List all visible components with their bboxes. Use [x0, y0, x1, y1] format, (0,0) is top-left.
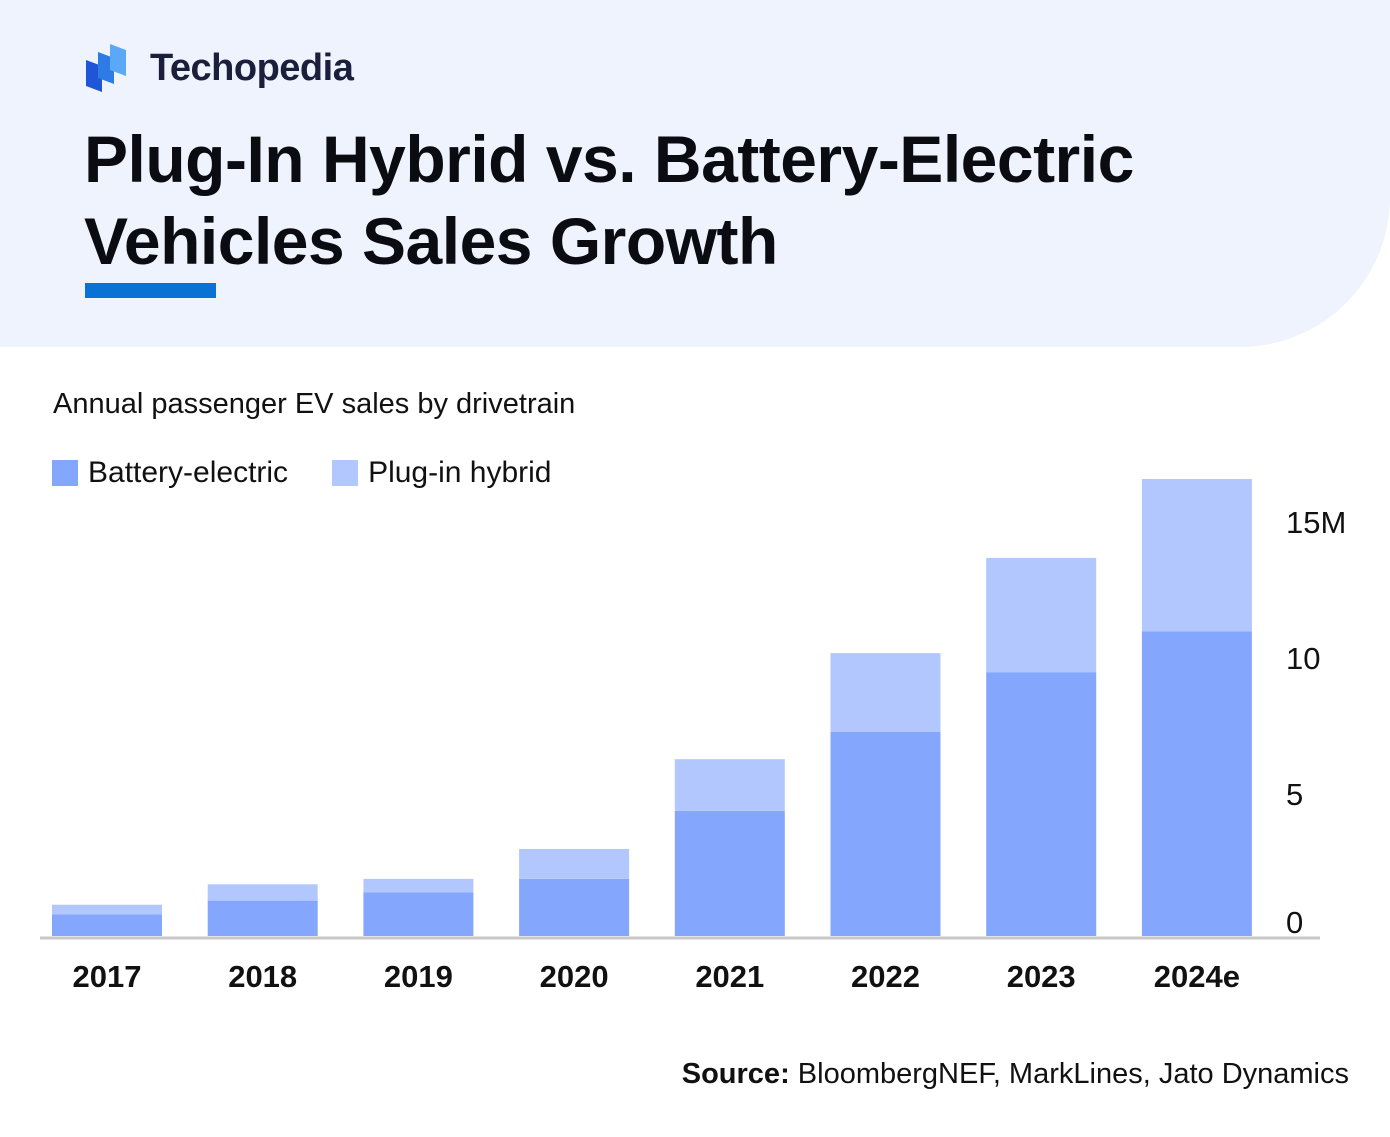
legend-item-battery-electric: Battery-electric	[52, 456, 288, 490]
chart-legend: Battery-electric Plug-in hybrid	[52, 456, 596, 490]
brand-name: Techopedia	[150, 46, 354, 89]
header-background	[0, 0, 1390, 347]
source-label: Source:	[681, 1058, 790, 1090]
y-tick-label-10: 10	[1286, 641, 1320, 676]
legend-swatch-battery-electric	[52, 460, 78, 486]
bar-plug-in-hybrid-2021	[674, 759, 785, 811]
bar-battery-electric-2024e	[1141, 631, 1252, 936]
techopedia-logo-icon	[86, 44, 126, 92]
chart-subtitle: Annual passenger EV sales by drivetrain	[53, 388, 576, 420]
x-tick-label-2024e: 2024e	[1154, 959, 1240, 994]
bar-battery-electric-2022	[830, 732, 941, 936]
bar-battery-electric-2020	[519, 878, 630, 936]
bar-battery-electric-2018	[207, 900, 318, 936]
legend-item-plug-in-hybrid: Plug-in hybrid	[332, 456, 552, 490]
x-tick-label-2018: 2018	[228, 959, 297, 994]
y-tick-label-15M: 15M	[1286, 505, 1346, 540]
legend-label-plug-in-hybrid: Plug-in hybrid	[368, 456, 552, 489]
brand-logo: Techopedia	[84, 42, 354, 94]
title-underline	[85, 283, 216, 298]
x-tick-label-2019: 2019	[384, 959, 453, 994]
bar-battery-electric-2017	[52, 914, 162, 936]
bar-plug-in-hybrid-2024e	[1141, 479, 1252, 632]
x-tick-label-2021: 2021	[695, 959, 764, 994]
stacked-bar-chart: 2017 2018 2019 2020 2021 2022 2023 2024e 0 5 10 15M	[40, 479, 1346, 994]
bar-plug-in-hybrid-2023	[986, 557, 1097, 673]
bar-battery-electric-2023	[986, 672, 1097, 936]
x-tick-label-2023: 2023	[1007, 959, 1076, 994]
x-tick-label-2022: 2022	[851, 959, 920, 994]
x-tick-label-2020: 2020	[540, 959, 609, 994]
x-tick-label-2017: 2017	[73, 959, 142, 994]
legend-swatch-plug-in-hybrid	[332, 460, 359, 486]
y-tick-label-5: 5	[1286, 777, 1303, 812]
bar-plug-in-hybrid-2017	[52, 904, 162, 915]
y-tick-label-0: 0	[1286, 905, 1303, 940]
page-title: Plug-In Hybrid vs. Battery-Electric Vehi…	[84, 122, 1134, 278]
source-note: Source: BloombergNEF, MarkLines, Jato Dy…	[682, 1058, 1349, 1091]
bar-plug-in-hybrid-2022	[830, 653, 941, 732]
bar-battery-electric-2019	[363, 892, 474, 936]
bar-battery-electric-2021	[674, 810, 785, 936]
bar-plug-in-hybrid-2020	[519, 848, 630, 879]
bar-plug-in-hybrid-2018	[207, 884, 318, 901]
source-text: BloombergNEF, MarkLines, Jato Dynamics	[789, 1058, 1349, 1090]
legend-label-battery-electric: Battery-electric	[88, 456, 289, 489]
bar-plug-in-hybrid-2019	[363, 878, 474, 893]
